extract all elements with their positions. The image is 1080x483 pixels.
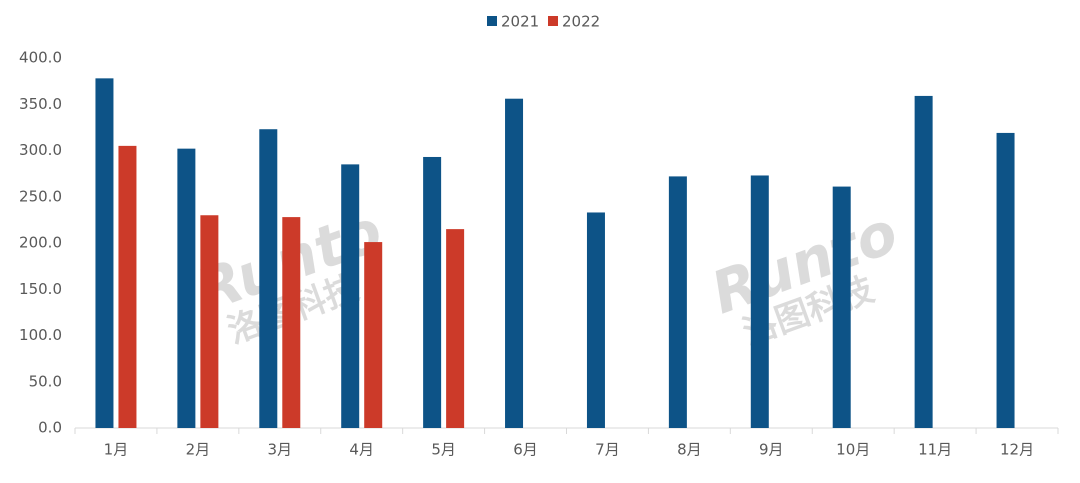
x-tick-label: 8月 <box>677 441 702 459</box>
y-tick-label: 250.0 <box>19 187 62 205</box>
bar <box>177 148 196 428</box>
y-tick-label: 100.0 <box>19 326 62 344</box>
legend-label: 2021 <box>501 13 539 31</box>
bar <box>996 132 1015 429</box>
bar <box>750 175 769 428</box>
bar <box>446 229 465 428</box>
bar <box>423 156 442 428</box>
x-tick-label: 9月 <box>759 441 784 459</box>
bar <box>118 145 137 428</box>
y-tick-label: 400.0 <box>19 49 62 67</box>
y-tick-label: 150.0 <box>19 280 62 298</box>
bar <box>200 215 219 428</box>
x-tick-label: 2月 <box>186 441 211 459</box>
bar <box>95 78 114 428</box>
bar <box>832 186 851 428</box>
legend-swatch <box>548 16 558 26</box>
legend-swatch <box>487 16 497 26</box>
bar <box>364 242 383 428</box>
bar <box>505 98 524 428</box>
bar <box>341 164 360 428</box>
x-tick-label: 6月 <box>513 441 538 459</box>
y-tick-label: 50.0 <box>29 372 62 390</box>
y-tick-label: 200.0 <box>19 234 62 252</box>
bar <box>914 95 933 429</box>
x-tick-label: 11月 <box>918 441 952 459</box>
bar <box>668 176 687 428</box>
y-tick-label: 300.0 <box>19 141 62 159</box>
bar <box>259 129 278 428</box>
legend-label: 2022 <box>562 13 600 31</box>
bar <box>586 212 605 428</box>
x-tick-label: 12月 <box>1000 441 1034 459</box>
x-tick-label: 10月 <box>836 441 870 459</box>
x-tick-label: 5月 <box>431 441 456 459</box>
x-tick-label: 3月 <box>268 441 293 459</box>
bar <box>282 217 301 428</box>
y-tick-label: 0.0 <box>38 419 62 437</box>
x-tick-label: 7月 <box>595 441 620 459</box>
y-tick-label: 350.0 <box>19 95 62 113</box>
x-tick-label: 4月 <box>349 441 374 459</box>
x-tick-label: 1月 <box>104 441 129 459</box>
